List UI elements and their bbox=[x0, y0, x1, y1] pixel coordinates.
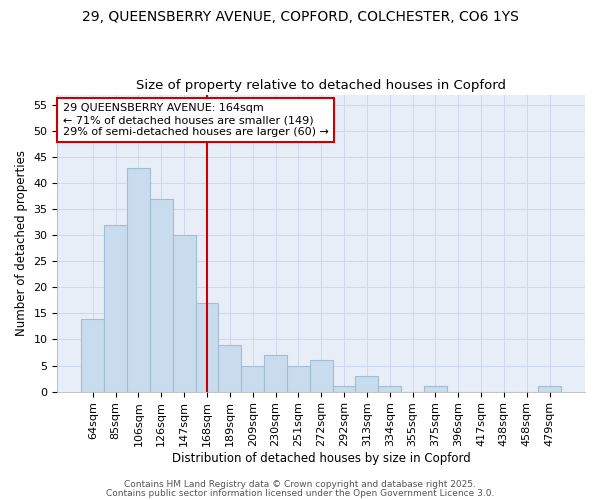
Y-axis label: Number of detached properties: Number of detached properties bbox=[15, 150, 28, 336]
Bar bbox=[196, 303, 218, 392]
Title: Size of property relative to detached houses in Copford: Size of property relative to detached ho… bbox=[136, 79, 506, 92]
X-axis label: Distribution of detached houses by size in Copford: Distribution of detached houses by size … bbox=[172, 452, 470, 465]
Bar bbox=[310, 360, 332, 392]
Bar bbox=[150, 199, 173, 392]
Text: 29 QUEENSBERRY AVENUE: 164sqm
← 71% of detached houses are smaller (149)
29% of : 29 QUEENSBERRY AVENUE: 164sqm ← 71% of d… bbox=[62, 104, 329, 136]
Text: Contains public sector information licensed under the Open Government Licence 3.: Contains public sector information licen… bbox=[106, 488, 494, 498]
Bar bbox=[104, 225, 127, 392]
Bar bbox=[264, 355, 287, 392]
Bar bbox=[379, 386, 401, 392]
Bar bbox=[332, 386, 355, 392]
Bar bbox=[173, 236, 196, 392]
Bar bbox=[538, 386, 561, 392]
Text: Contains HM Land Registry data © Crown copyright and database right 2025.: Contains HM Land Registry data © Crown c… bbox=[124, 480, 476, 489]
Bar bbox=[424, 386, 447, 392]
Bar bbox=[127, 168, 150, 392]
Bar bbox=[218, 344, 241, 392]
Bar bbox=[287, 366, 310, 392]
Text: 29, QUEENSBERRY AVENUE, COPFORD, COLCHESTER, CO6 1YS: 29, QUEENSBERRY AVENUE, COPFORD, COLCHES… bbox=[82, 10, 518, 24]
Bar bbox=[355, 376, 379, 392]
Bar bbox=[241, 366, 264, 392]
Bar bbox=[82, 318, 104, 392]
